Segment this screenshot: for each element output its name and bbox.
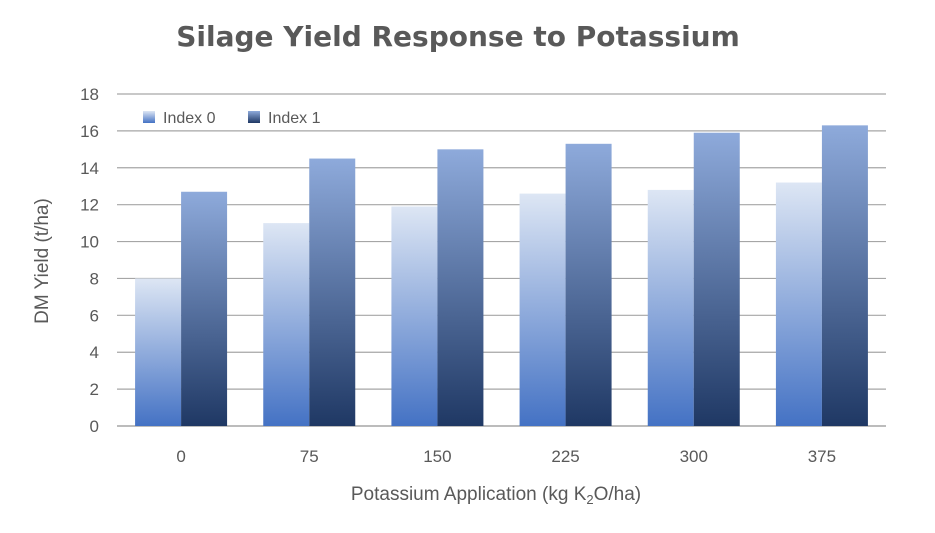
bar-index-0-150 bbox=[391, 206, 438, 426]
bar-index-0-75 bbox=[263, 223, 310, 426]
x-axis-label-end: O/ha) bbox=[594, 484, 642, 505]
gridlines bbox=[117, 93, 886, 427]
y-tick-label: 8 bbox=[90, 269, 99, 288]
x-tick-label: 225 bbox=[551, 447, 579, 466]
x-axis-label-subscript: 2 bbox=[586, 492, 593, 507]
legend-swatch-index-0 bbox=[143, 111, 155, 123]
bar-index-1-0 bbox=[181, 191, 228, 426]
x-tick-label: 0 bbox=[176, 447, 185, 466]
y-axis-label: DM Yield (t/ha) bbox=[32, 198, 53, 324]
bar-index-1-225 bbox=[565, 143, 612, 427]
bar-index-0-375 bbox=[775, 182, 822, 426]
x-tick-label: 300 bbox=[680, 447, 708, 466]
x-tick-label: 75 bbox=[300, 447, 319, 466]
bar-index-1-75 bbox=[309, 158, 356, 427]
x-axis-ticks: 0 75 150 225 300 375 bbox=[176, 447, 836, 466]
bar-index-1-375 bbox=[821, 125, 868, 426]
legend-swatch-index-1 bbox=[248, 111, 260, 123]
bar-index-1-150 bbox=[437, 149, 484, 427]
y-tick-label: 18 bbox=[80, 85, 99, 104]
y-tick-label: 6 bbox=[90, 306, 99, 325]
chart-title: Silage Yield Response to Potassium bbox=[176, 20, 740, 53]
y-tick-label: 2 bbox=[90, 380, 99, 399]
y-tick-label: 10 bbox=[80, 233, 99, 252]
bar-index-1-300 bbox=[693, 132, 740, 426]
bar-index-0-300 bbox=[647, 189, 694, 426]
legend-label-index-1: Index 1 bbox=[268, 110, 321, 127]
y-axis-ticks: 0 2 4 6 8 10 12 14 16 18 bbox=[80, 85, 99, 436]
y-tick-label: 4 bbox=[90, 343, 99, 362]
bar-index-0-0 bbox=[135, 278, 182, 426]
y-tick-label: 14 bbox=[80, 159, 99, 178]
legend-label-index-0: Index 0 bbox=[163, 110, 216, 127]
y-tick-label: 0 bbox=[90, 417, 99, 436]
x-axis-label-main: Potassium Application (kg K bbox=[351, 484, 587, 505]
legend: Index 0 Index 1 bbox=[143, 110, 321, 127]
bars bbox=[135, 125, 868, 427]
x-axis-label: Potassium Application (kg K2O/ha) bbox=[351, 484, 641, 507]
y-tick-label: 16 bbox=[80, 122, 99, 141]
bar-index-0-225 bbox=[519, 193, 566, 426]
y-tick-label: 12 bbox=[80, 196, 99, 215]
x-tick-label: 375 bbox=[808, 447, 836, 466]
x-tick-label: 150 bbox=[423, 447, 451, 466]
